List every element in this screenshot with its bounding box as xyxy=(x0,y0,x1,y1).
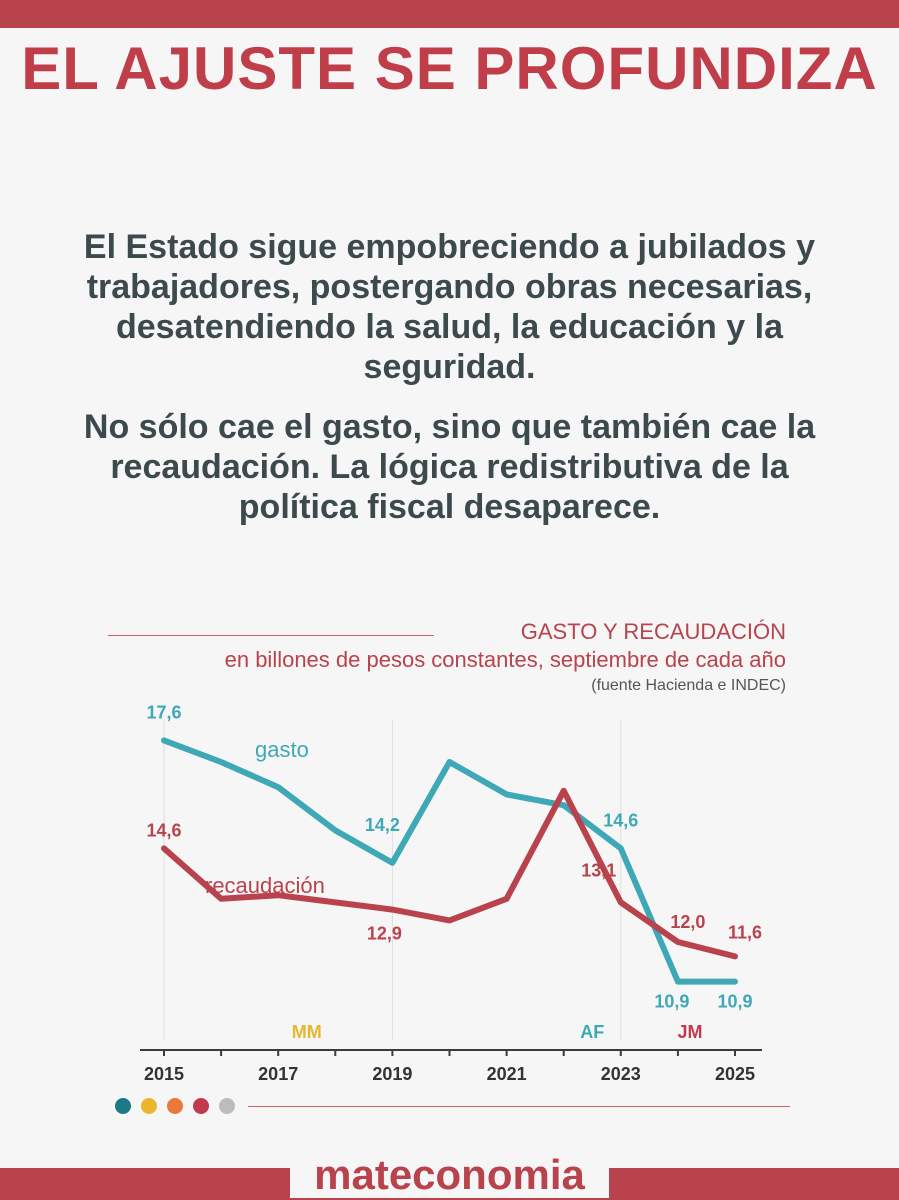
bottom-rule xyxy=(248,1106,790,1107)
x-tick-label: 2015 xyxy=(144,1064,184,1084)
data-label: 13,1 xyxy=(581,860,616,880)
chart-title-rule xyxy=(108,635,434,636)
data-label: 14,6 xyxy=(146,820,181,840)
top-bar xyxy=(0,0,899,28)
color-dot xyxy=(167,1098,183,1114)
chart-source: (fuente Hacienda e INDEC) xyxy=(591,677,786,694)
data-label: 12,9 xyxy=(367,924,402,944)
x-tick-label: 2021 xyxy=(487,1064,527,1084)
data-label: 10,9 xyxy=(717,992,752,1012)
series-name-recaudacion: recaudación xyxy=(205,873,325,898)
data-label: 11,6 xyxy=(728,922,762,942)
color-dot xyxy=(219,1098,235,1114)
period-label: JM xyxy=(677,1022,702,1042)
data-label: 10,9 xyxy=(654,992,689,1012)
intro-paragraph-2: No sólo cae el gasto, sino que también c… xyxy=(83,408,816,526)
color-dot xyxy=(141,1098,157,1114)
data-label: 12,0 xyxy=(670,912,705,932)
page-title: EL AJUSTE SE PROFUNDIZA xyxy=(21,35,878,102)
brand-logo: mateconomia xyxy=(0,1150,899,1200)
brand-text: mateconomia xyxy=(290,1151,609,1198)
series-line-recaudacion xyxy=(161,787,738,960)
x-tick-label: 2019 xyxy=(372,1064,412,1084)
data-label: 17,6 xyxy=(146,702,181,722)
chart-title: GASTO Y RECAUDACIÓN xyxy=(520,619,786,644)
chart-subtitle: en billones de pesos constantes, septiem… xyxy=(224,647,786,672)
series-line-gasto xyxy=(161,737,738,985)
series-name-gasto: gasto xyxy=(255,737,309,762)
period-label: MM xyxy=(292,1022,322,1042)
intro-paragraph-1: El Estado sigue empobreciendo a jubilado… xyxy=(83,228,816,386)
line-chart: 2015 2017 2019 2021 2023 2025 MM AF JM gasto recau… xyxy=(140,702,762,1084)
data-label: 14,6 xyxy=(603,810,638,830)
x-tick-label: 2017 xyxy=(258,1064,298,1084)
x-tick-label: 2025 xyxy=(715,1064,755,1084)
color-dot xyxy=(115,1098,131,1114)
data-label: 14,2 xyxy=(365,815,400,835)
color-dot xyxy=(193,1098,209,1114)
period-label: AF xyxy=(580,1022,604,1042)
x-tick-label: 2023 xyxy=(601,1064,641,1084)
color-dots xyxy=(115,1098,235,1114)
